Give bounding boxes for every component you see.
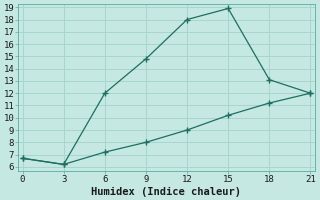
X-axis label: Humidex (Indice chaleur): Humidex (Indice chaleur) <box>92 186 242 197</box>
